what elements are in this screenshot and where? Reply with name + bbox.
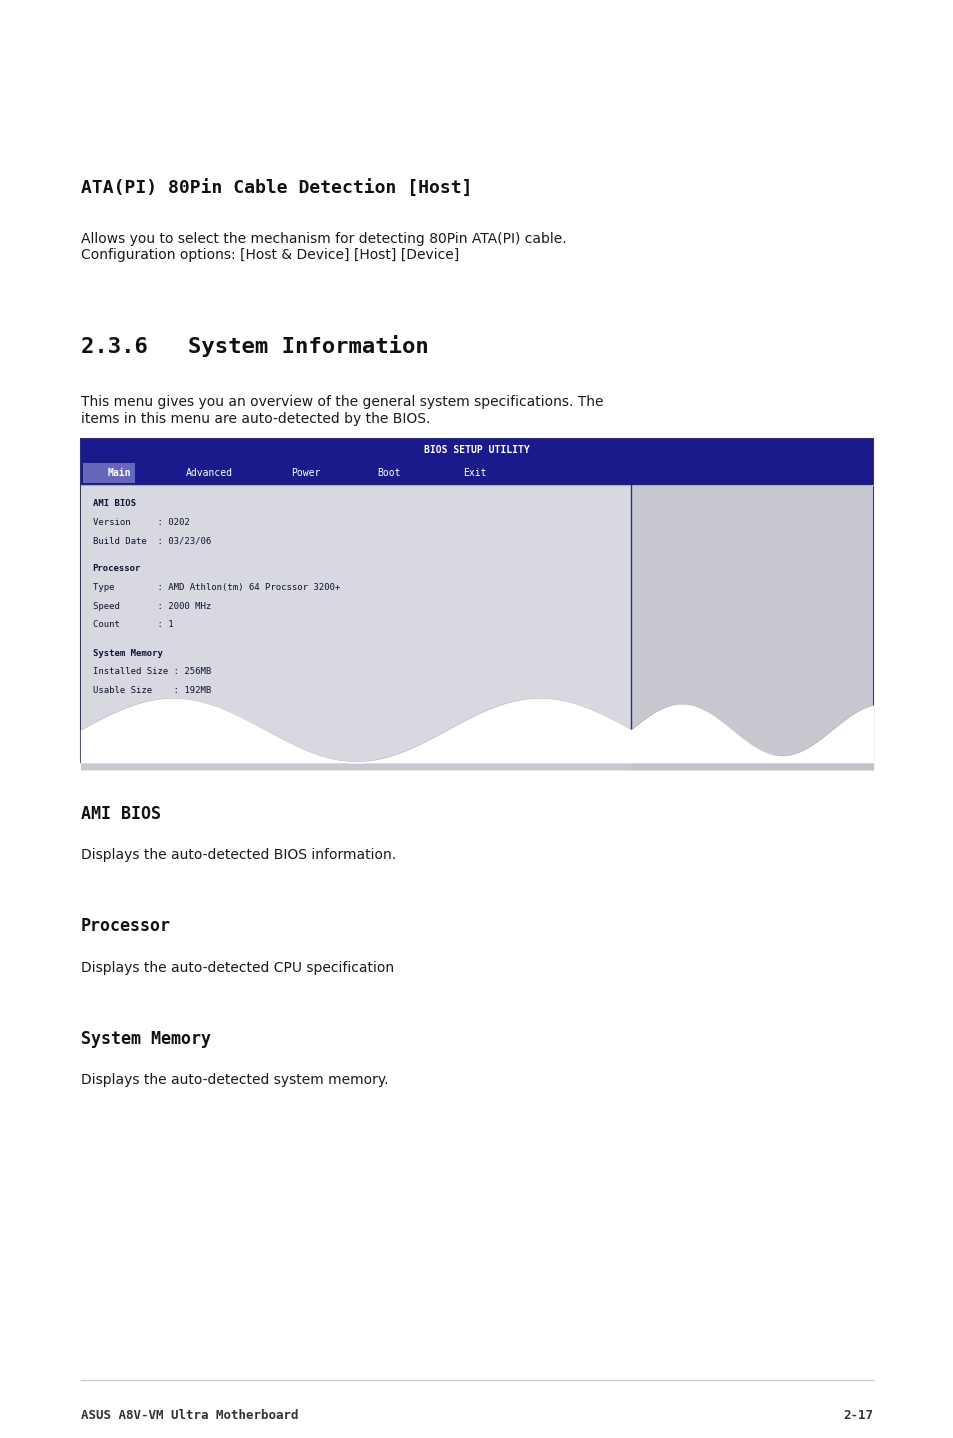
Text: Allows you to select the mechanism for detecting 80Pin ATA(PI) cable.
Configurat: Allows you to select the mechanism for d… <box>81 232 566 262</box>
Bar <box>631 485 872 762</box>
Text: AMI BIOS: AMI BIOS <box>81 805 161 824</box>
Text: System Memory: System Memory <box>92 649 162 657</box>
Text: Displays the auto-detected CPU specification: Displays the auto-detected CPU specifica… <box>81 961 394 975</box>
Text: Displays the auto-detected BIOS information.: Displays the auto-detected BIOS informat… <box>81 848 395 863</box>
Text: Boot: Boot <box>376 469 400 477</box>
Bar <box>81 462 872 485</box>
Text: Count       : 1: Count : 1 <box>92 621 173 630</box>
Text: Type        : AMD Athlon(tm) 64 Procssor 3200+: Type : AMD Athlon(tm) 64 Procssor 3200+ <box>92 584 339 592</box>
Text: 2-17: 2-17 <box>842 1409 872 1422</box>
Text: This menu gives you an overview of the general system specifications. The
items : This menu gives you an overview of the g… <box>81 395 603 426</box>
Text: Power: Power <box>291 469 320 477</box>
Text: 2.3.6   System Information: 2.3.6 System Information <box>81 335 429 357</box>
Bar <box>83 463 135 483</box>
Text: Advanced: Advanced <box>186 469 233 477</box>
Text: ASUS A8V-VM Ultra Motherboard: ASUS A8V-VM Ultra Motherboard <box>81 1409 298 1422</box>
Bar <box>81 439 872 462</box>
Text: Displays the auto-detected system memory.: Displays the auto-detected system memory… <box>81 1073 388 1087</box>
Text: AMI BIOS: AMI BIOS <box>92 499 135 508</box>
Bar <box>81 485 631 762</box>
Text: Version     : 0202: Version : 0202 <box>92 518 189 526</box>
Text: Usable Size    : 192MB: Usable Size : 192MB <box>92 686 211 695</box>
Bar <box>81 439 872 762</box>
Text: System Memory: System Memory <box>81 1030 211 1048</box>
Text: Installed Size : 256MB: Installed Size : 256MB <box>92 667 211 676</box>
Text: Speed       : 2000 MHz: Speed : 2000 MHz <box>92 603 211 611</box>
Text: Main: Main <box>108 469 131 477</box>
Text: Exit: Exit <box>462 469 486 477</box>
Text: Processor: Processor <box>92 565 141 574</box>
Text: BIOS SETUP UTILITY: BIOS SETUP UTILITY <box>424 446 529 454</box>
Text: ATA(PI) 80Pin Cable Detection [Host]: ATA(PI) 80Pin Cable Detection [Host] <box>81 180 472 198</box>
Text: Build Date  : 03/23/06: Build Date : 03/23/06 <box>92 536 211 545</box>
Text: Processor: Processor <box>81 917 171 936</box>
